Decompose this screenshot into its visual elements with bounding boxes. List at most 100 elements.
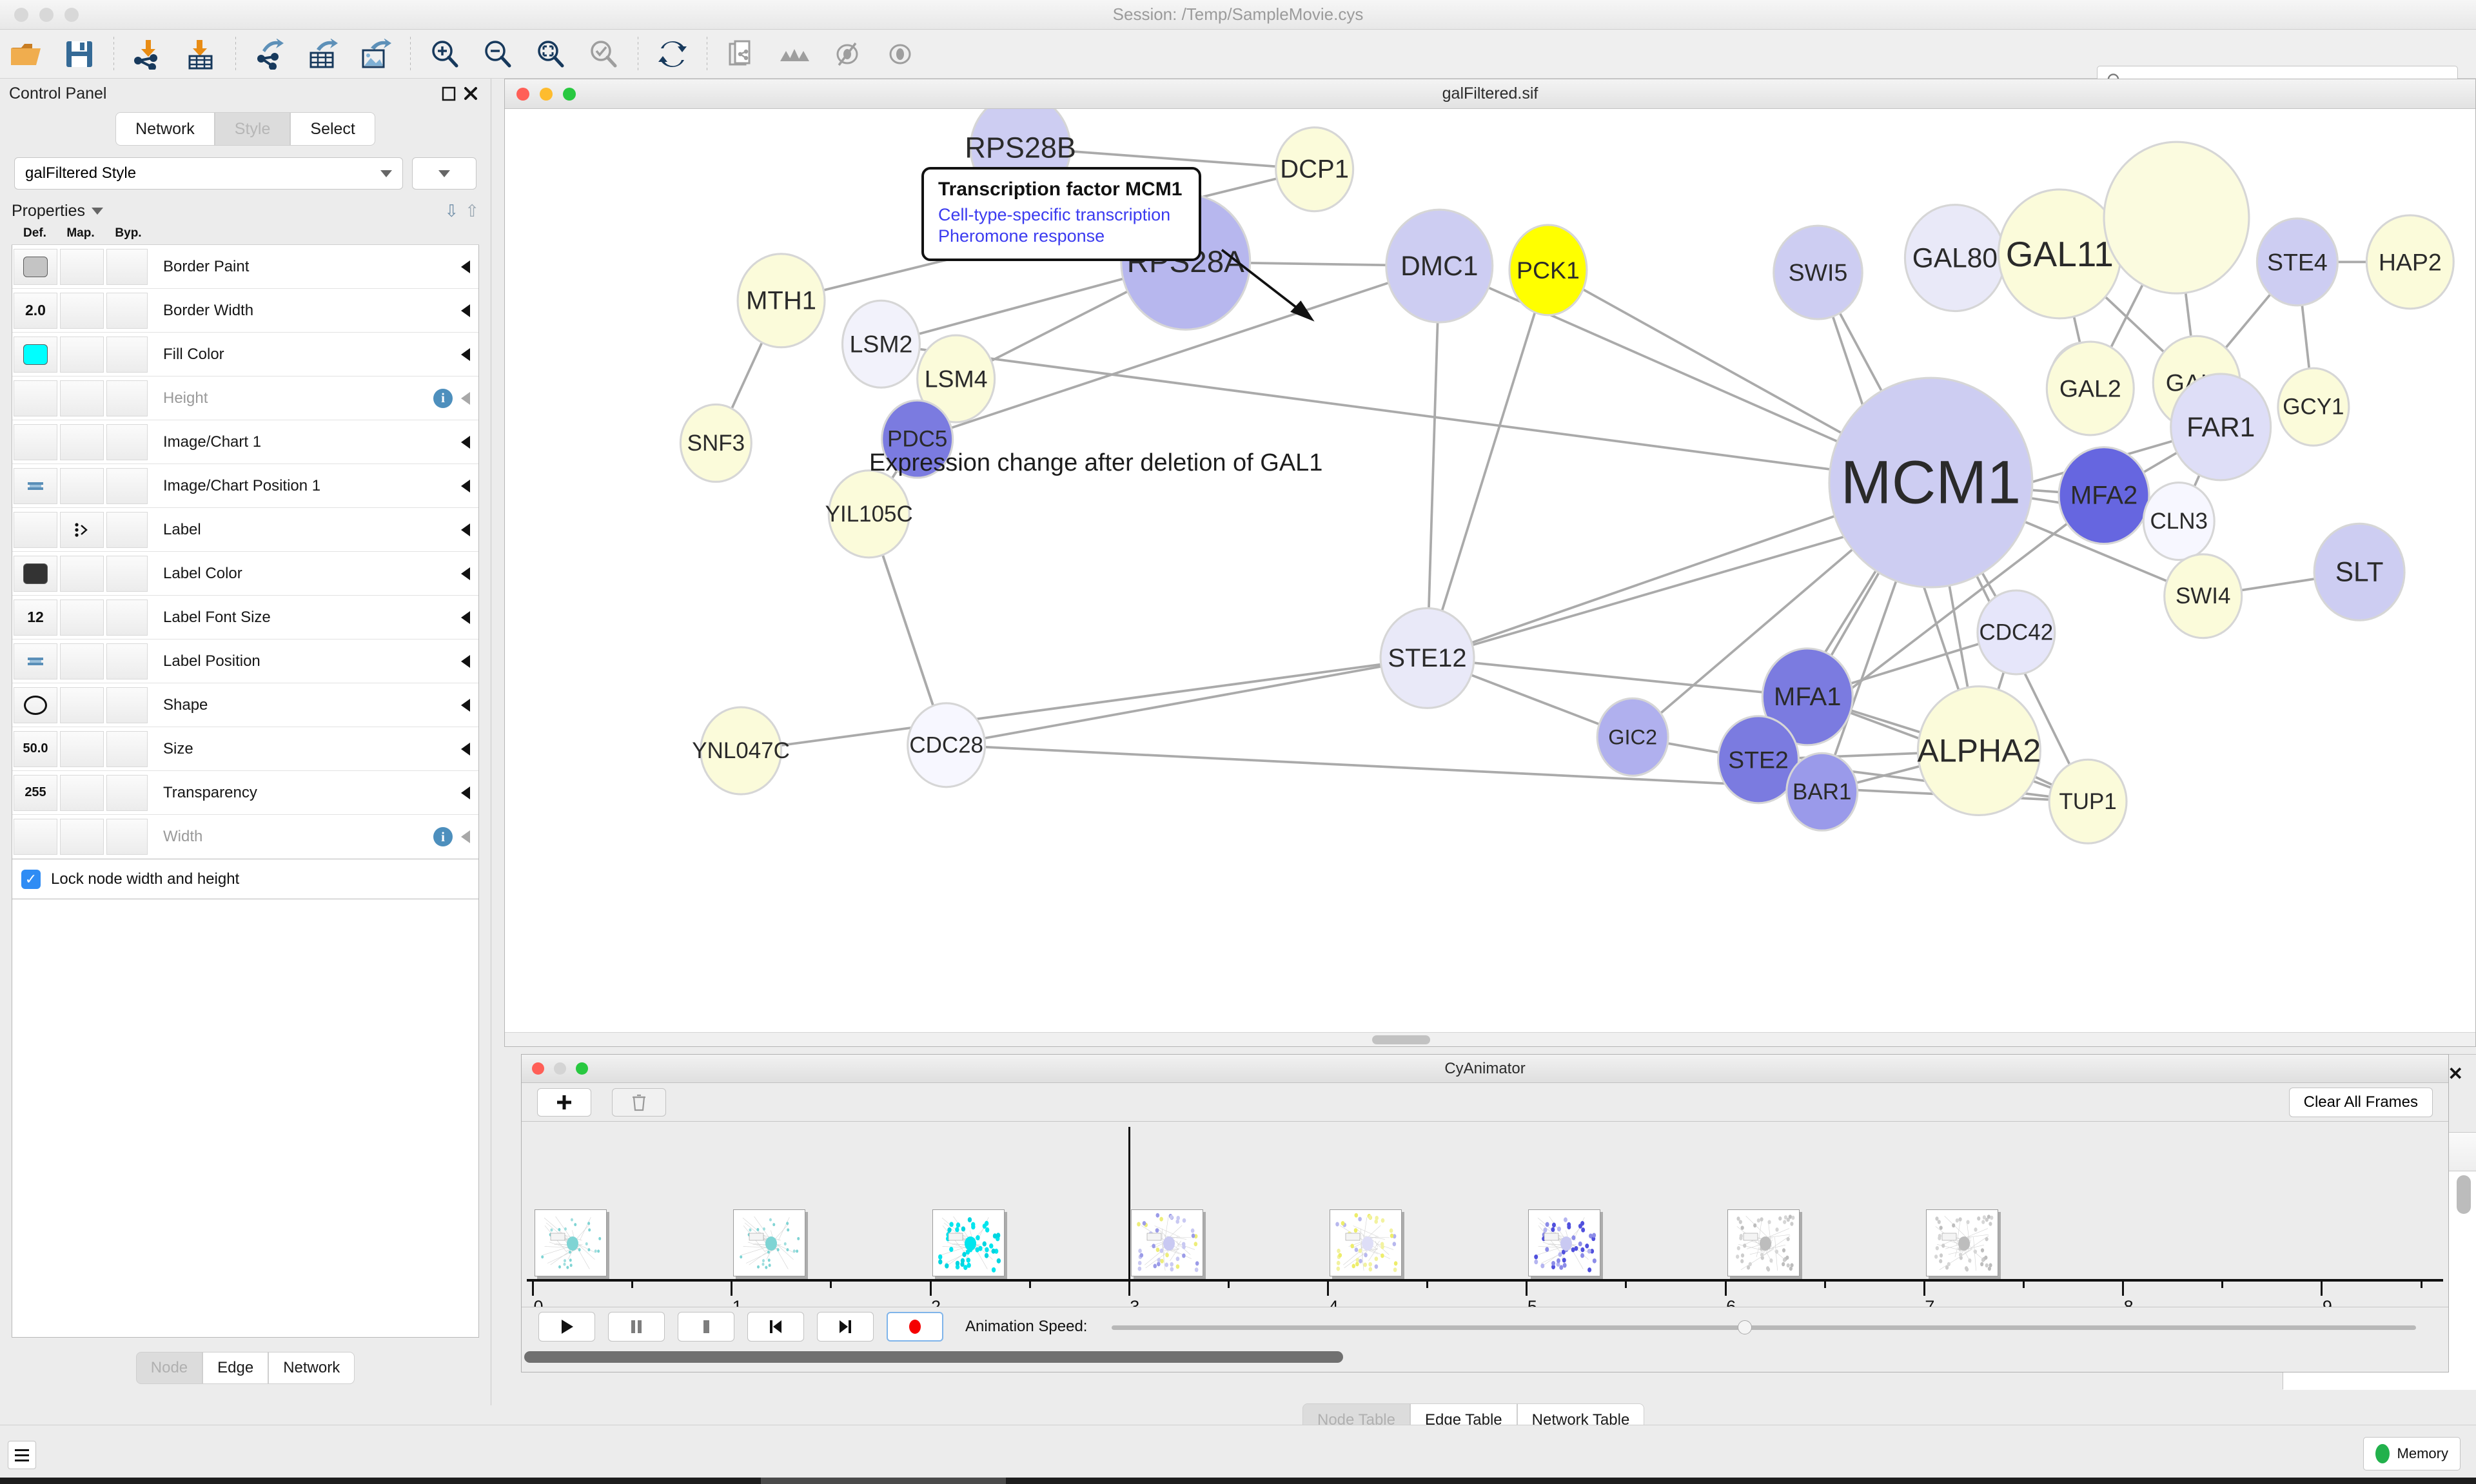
property-default-cell[interactable] <box>14 687 57 723</box>
property-expand-arrow[interactable] <box>453 698 478 712</box>
next-frame-button[interactable] <box>817 1312 874 1342</box>
style-options-menu-button[interactable] <box>412 157 477 190</box>
property-mapping-cell[interactable] <box>60 555 104 592</box>
property-row[interactable]: Image/Chart 1 <box>12 420 478 464</box>
select-all-nodes-icon[interactable] <box>768 32 821 77</box>
restore-icon[interactable] <box>438 83 460 104</box>
style-select[interactable]: galFiltered Style <box>14 157 403 190</box>
timeline-frame[interactable] <box>932 1209 1005 1276</box>
chevron-down-icon[interactable] <box>91 208 103 215</box>
property-default-cell[interactable] <box>14 555 57 592</box>
graph-node[interactable]: STE4 <box>2255 217 2339 307</box>
network-horizontal-scrollbar[interactable] <box>505 1032 2475 1046</box>
property-mapping-cell[interactable] <box>60 248 104 285</box>
graph-node[interactable]: ALPHA2 <box>1916 685 2041 817</box>
timeline-frame[interactable] <box>1528 1209 1601 1276</box>
property-default-cell[interactable] <box>14 380 57 416</box>
maximize-network-window-button[interactable] <box>563 87 576 101</box>
property-row[interactable]: Width i <box>12 815 478 859</box>
graph-node[interactable]: MTH1 <box>736 253 826 349</box>
property-mapping-cell[interactable] <box>60 336 104 373</box>
property-default-cell[interactable] <box>14 643 57 679</box>
property-bypass-cell[interactable] <box>106 292 148 329</box>
network-scroll-thumb[interactable] <box>1371 1035 1430 1044</box>
timeline-frame[interactable] <box>535 1209 607 1276</box>
graph-node[interactable]: MFA1 <box>1761 647 1854 747</box>
graph-node[interactable]: CLN3 <box>2142 482 2216 561</box>
save-icon[interactable] <box>53 32 106 77</box>
property-expand-arrow[interactable] <box>453 304 478 317</box>
color-swatch[interactable] <box>23 563 48 584</box>
property-default-cell[interactable] <box>14 467 57 504</box>
close-window-button[interactable] <box>14 8 28 22</box>
graph-node[interactable]: MCM1 <box>1828 376 2034 589</box>
property-bypass-cell[interactable] <box>106 643 148 679</box>
property-bypass-cell[interactable] <box>106 511 148 548</box>
network-window-controls[interactable] <box>516 87 576 101</box>
property-expand-arrow[interactable] <box>453 435 478 449</box>
timeline-playhead[interactable] <box>1128 1127 1130 1282</box>
graph-node[interactable]: LSM4 <box>916 334 996 424</box>
graph-node[interactable]: SWI5 <box>1773 224 1863 320</box>
property-mapping-cell[interactable] <box>60 599 104 636</box>
graph-edge[interactable] <box>740 657 1428 752</box>
minimize-window-button[interactable] <box>39 8 54 22</box>
property-row[interactable]: 12 Label Font Size <box>12 596 478 639</box>
graph-node[interactable]: FAR1 <box>2170 373 2272 482</box>
property-bypass-cell[interactable] <box>106 380 148 416</box>
property-bypass-cell[interactable] <box>106 467 148 504</box>
property-mapping-cell[interactable] <box>60 380 104 416</box>
collapse-all-icon[interactable]: ⇧ <box>465 201 479 220</box>
graph-node[interactable]: SNF3 <box>679 403 752 483</box>
property-row[interactable]: Image/Chart Position 1 <box>12 464 478 508</box>
property-default-cell[interactable] <box>14 424 57 460</box>
expand-all-icon[interactable]: ⇩ <box>444 201 459 220</box>
property-default-cell[interactable] <box>14 819 57 855</box>
property-expand-arrow[interactable] <box>453 610 478 624</box>
timeline-frame[interactable] <box>733 1209 806 1276</box>
property-expand-arrow[interactable] <box>453 479 478 493</box>
graph-node[interactable]: GIC2 <box>1596 697 1669 777</box>
tab-network[interactable]: Network <box>115 112 215 146</box>
graph-node[interactable]: STE12 <box>1379 607 1475 709</box>
property-mapping-cell[interactable] <box>60 511 104 548</box>
graph-node[interactable]: DCP1 <box>1275 126 1355 213</box>
property-expand-arrow[interactable] <box>453 830 478 843</box>
property-expand-arrow[interactable] <box>453 742 478 756</box>
window-controls[interactable] <box>14 8 79 22</box>
close-network-window-button[interactable] <box>516 87 529 101</box>
minimize-cyanimator-button[interactable] <box>554 1062 566 1075</box>
graph-node[interactable]: GCY1 <box>2277 367 2350 447</box>
footer-scroll-thumb[interactable] <box>524 1351 1343 1363</box>
property-bypass-cell[interactable] <box>106 774 148 811</box>
delete-frame-button[interactable] <box>612 1088 666 1117</box>
tab-select[interactable]: Select <box>290 112 375 146</box>
property-expand-arrow[interactable] <box>453 391 478 405</box>
graph-node[interactable]: GAL11 <box>1997 188 2122 320</box>
graph-edge[interactable] <box>946 657 1428 747</box>
lock-node-wh-checkbox[interactable]: ✓ <box>21 869 41 889</box>
animation-speed-knob[interactable] <box>1738 1320 1753 1334</box>
graph-node[interactable]: GAL80 <box>1903 204 2006 313</box>
property-row[interactable]: Border Paint <box>12 245 478 289</box>
fit-selected-icon[interactable] <box>524 32 577 77</box>
property-mapping-cell[interactable] <box>60 424 104 460</box>
property-bypass-cell[interactable] <box>106 424 148 460</box>
refresh-icon[interactable] <box>646 32 699 77</box>
property-row[interactable]: Shape <box>12 683 478 727</box>
graph-node[interactable]: CDC28 <box>907 702 987 788</box>
property-row[interactable]: 2.0 Border Width <box>12 289 478 333</box>
import-table-icon[interactable] <box>175 32 228 77</box>
graph-node[interactable]: LSM2 <box>841 299 921 389</box>
property-mapping-cell[interactable] <box>60 467 104 504</box>
property-default-cell[interactable] <box>14 336 57 373</box>
graph-node[interactable]: MFA2 <box>2058 446 2150 545</box>
property-bypass-cell[interactable] <box>106 599 148 636</box>
memory-status-button[interactable]: Memory <box>2363 1437 2461 1470</box>
property-mapping-cell[interactable] <box>60 643 104 679</box>
property-mapping-cell[interactable] <box>60 687 104 723</box>
cyanimator-footer-scrollbar[interactable] <box>522 1346 2448 1368</box>
close-icon[interactable] <box>460 83 482 104</box>
